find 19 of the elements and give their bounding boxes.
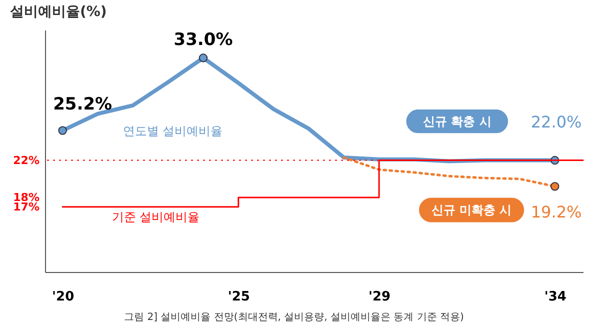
caption: 그림 2] 설비예비율 전망(최대전력, 설비용량, 설비예비율은 동계 기준 적용) <box>124 312 464 323</box>
x-tick-label: '25 <box>228 290 250 304</box>
point <box>58 126 67 135</box>
text: 신규 미확충 시 <box>431 202 512 217</box>
annotation: 22.0% <box>530 112 582 132</box>
y-axis-title: 설비예비율(%) <box>10 4 107 20</box>
annotation: 25.2% <box>53 94 112 115</box>
point <box>198 54 208 62</box>
x-tick-label: '20 <box>52 290 74 304</box>
series-label: 기준 설비예비율 <box>112 210 200 224</box>
point <box>550 182 560 191</box>
x-tick-label: '29 <box>368 290 391 304</box>
annotation: 신규 확충 시 <box>422 114 492 128</box>
annotation: 19.2% <box>530 202 582 222</box>
x-tick-label: '34 <box>544 290 566 304</box>
y-tick-label: 17% <box>13 200 40 214</box>
annotation: 33.0% <box>174 30 233 50</box>
y-tick-label: 22% <box>13 154 40 167</box>
series-label: 연도별 설비예비율 <box>122 124 223 138</box>
